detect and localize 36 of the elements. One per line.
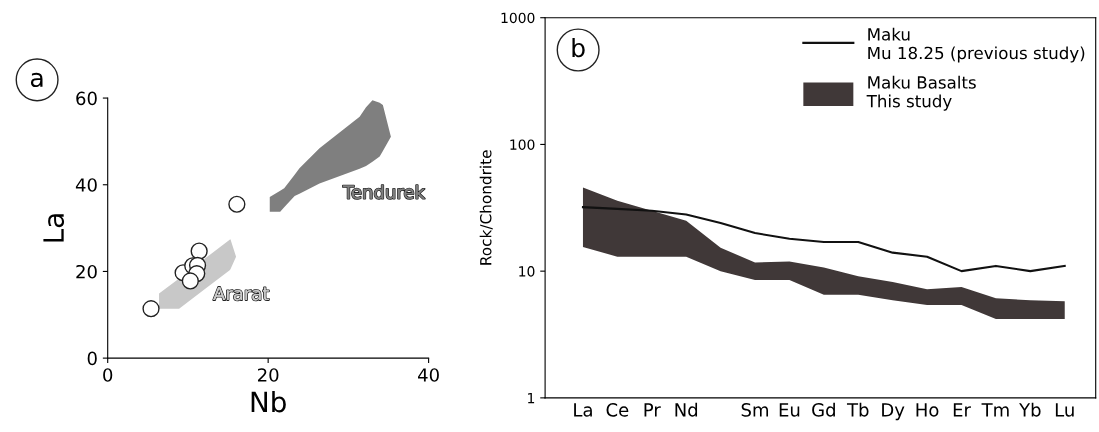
y-tick-label: 60 bbox=[76, 91, 97, 106]
x-tick-label: 20 bbox=[257, 368, 279, 382]
y-tick-label: 1 bbox=[528, 393, 535, 404]
x-tick-label: Ce bbox=[606, 403, 629, 417]
x-tick-label: Sm bbox=[741, 403, 769, 417]
y-axis-title: La bbox=[43, 214, 65, 242]
text: b bbox=[572, 37, 585, 58]
x-tick-label: Tb bbox=[846, 402, 869, 417]
x-tick-label: Tm bbox=[981, 403, 1009, 417]
x-tick-label: Pr bbox=[644, 403, 661, 417]
y-tick-label: 40 bbox=[75, 178, 97, 192]
x-tick-label: Er bbox=[953, 403, 971, 417]
legend-label: Maku Basalts This study bbox=[866, 75, 976, 111]
legend-label: Ararat bbox=[213, 286, 269, 301]
legend-label: Tendurek bbox=[342, 184, 425, 199]
x-tick-label: Yb bbox=[1019, 402, 1041, 417]
x-tick-label: La bbox=[574, 403, 592, 417]
x-tick-label: Dy bbox=[882, 403, 905, 421]
x-tick-label: Lu bbox=[1055, 403, 1074, 417]
point bbox=[181, 272, 199, 290]
x-tick-label: 0 bbox=[103, 368, 113, 382]
x-tick-label: Ho bbox=[916, 403, 939, 417]
y-axis-title: Rock/Chondrite bbox=[479, 150, 493, 265]
x-axis-title: Nb bbox=[251, 390, 286, 413]
line-series bbox=[581, 206, 1066, 273]
chart-title: a bbox=[30, 72, 43, 88]
legend-label: Maku Mu 18.25 (previous study) bbox=[868, 27, 1085, 63]
y-tick-label: 20 bbox=[76, 264, 97, 279]
y-tick-label: 0 bbox=[87, 351, 97, 366]
y-tick-label: 10 bbox=[519, 266, 535, 277]
x-tick-label: Gd bbox=[812, 402, 835, 417]
x-tick-label: Nd bbox=[675, 402, 698, 417]
y-tick-label: 100 bbox=[510, 139, 535, 150]
x-tick-label: 40 bbox=[418, 368, 439, 382]
x-tick-label: Eu bbox=[779, 403, 800, 417]
y-tick-label: 1000 bbox=[501, 12, 535, 24]
